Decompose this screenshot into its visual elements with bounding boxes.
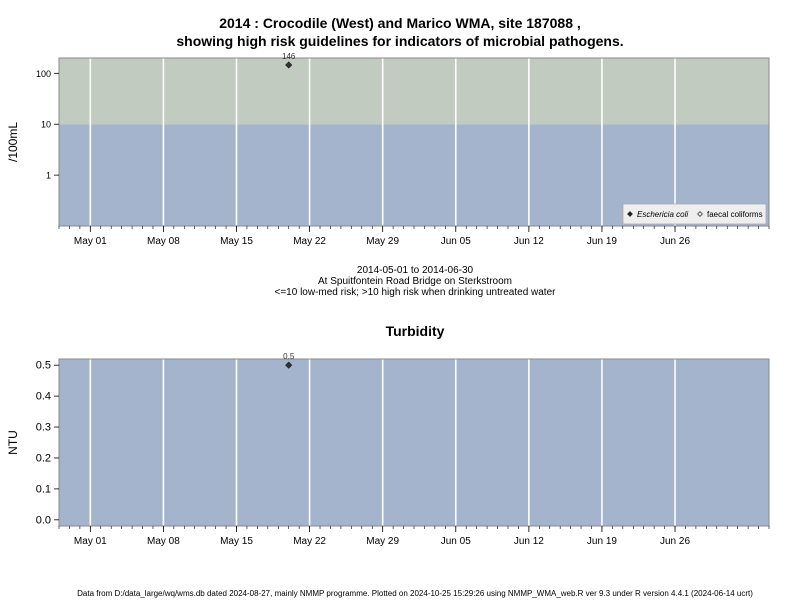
date-range-caption: 2014-05-01 to 2014-06-30 bbox=[356, 265, 474, 276]
x-tick-label: May 08 bbox=[147, 536, 180, 547]
legend-label-faecal: faecal coliforms bbox=[707, 210, 763, 219]
plot-background bbox=[59, 359, 769, 526]
y-axis-label: NTU bbox=[6, 430, 20, 455]
x-tick-label: May 29 bbox=[366, 536, 399, 547]
x-tick-label: May 01 bbox=[74, 236, 107, 247]
x-tick-label: May 15 bbox=[220, 536, 253, 547]
location-caption: At Spuitfontein Road Bridge on Sterkstro… bbox=[318, 276, 512, 287]
x-tick-label: Jun 19 bbox=[587, 536, 617, 547]
x-tick-label: Jun 05 bbox=[441, 536, 471, 547]
data-source-footer: Data from D:/data_large/wq/wms.db dated … bbox=[77, 589, 753, 598]
x-tick-label: Jun 26 bbox=[660, 236, 690, 247]
x-tick-label: May 22 bbox=[293, 536, 326, 547]
y-tick-label: 0.1 bbox=[36, 483, 51, 495]
data-label: 0.5 bbox=[283, 352, 295, 361]
y-tick-label: 0.0 bbox=[36, 514, 51, 526]
x-tick-label: Jun 12 bbox=[514, 236, 544, 247]
x-tick-label: May 29 bbox=[366, 236, 399, 247]
high-risk-band bbox=[59, 58, 769, 125]
legend-marker-faecal bbox=[697, 211, 703, 217]
x-tick-label: May 01 bbox=[74, 536, 107, 547]
y-tick-label: 1 bbox=[46, 171, 51, 181]
legend-label-ecoli: Eschericia coli bbox=[637, 210, 688, 219]
legend-marker-ecoli bbox=[627, 211, 633, 217]
chart-title-line2: showing high risk guidelines for indicat… bbox=[176, 33, 624, 49]
x-tick-label: Jun 12 bbox=[514, 536, 544, 547]
data-point bbox=[285, 61, 293, 69]
risk-caption: <=10 low-med risk; >10 high risk when dr… bbox=[274, 287, 556, 298]
x-tick-label: May 22 bbox=[293, 236, 326, 247]
y-tick-label: 10 bbox=[41, 120, 51, 130]
x-tick-label: Jun 05 bbox=[441, 236, 471, 247]
turbidity-title: Turbidity bbox=[385, 323, 445, 339]
data-label: 146 bbox=[282, 52, 296, 61]
legend-box bbox=[622, 203, 767, 225]
data-point bbox=[285, 361, 293, 369]
y-tick-label: 0.2 bbox=[36, 452, 51, 464]
y-tick-label: 0.3 bbox=[36, 422, 51, 434]
chart-title-line1: 2014 : Crocodile (West) and Marico WMA, … bbox=[219, 15, 581, 31]
y-axis-label: /100mL bbox=[6, 122, 20, 162]
y-tick-label: 0.5 bbox=[36, 360, 51, 372]
x-tick-label: Jun 26 bbox=[660, 536, 690, 547]
x-tick-label: Jun 19 bbox=[587, 236, 617, 247]
y-tick-label: 0.4 bbox=[36, 391, 51, 403]
y-tick-label: 100 bbox=[36, 69, 51, 79]
x-tick-label: May 15 bbox=[220, 236, 253, 247]
x-tick-label: May 08 bbox=[147, 236, 180, 247]
